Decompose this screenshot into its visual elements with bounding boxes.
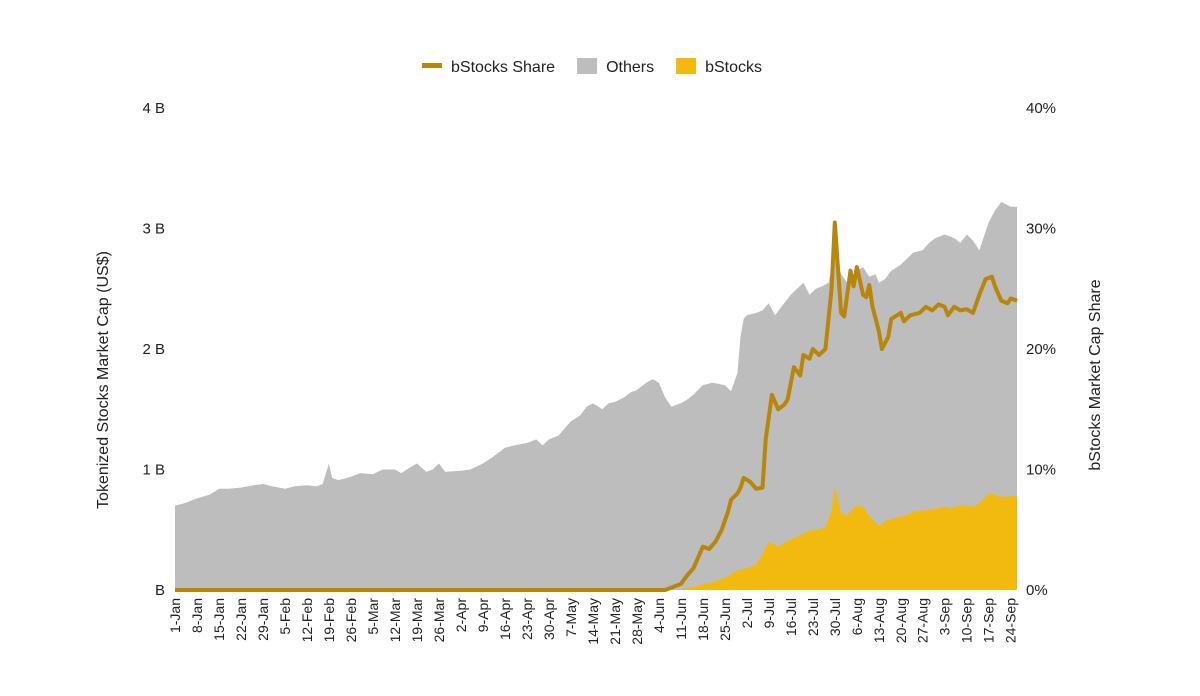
right-axis-ticks: 0% 10% 20% 30% 40% xyxy=(1026,100,1056,599)
x-tick-label: 19-Feb xyxy=(321,598,337,643)
left-tick-label: 3 B xyxy=(142,221,165,238)
x-tick-label: 20-Aug xyxy=(893,598,909,643)
x-tick-label: 12-Feb xyxy=(299,598,315,643)
x-tick-label: 26-Mar xyxy=(431,598,447,643)
right-tick-label: 30% xyxy=(1026,221,1056,238)
x-tick-label: 21-May xyxy=(607,598,623,645)
left-axis-ticks: B 1 B 2 B 3 B 4 B xyxy=(142,100,165,599)
x-tick-label: 30-Jul xyxy=(827,598,843,636)
x-tick-label: 4-Jun xyxy=(651,598,667,633)
legend-item: bStocks Share xyxy=(422,59,555,76)
x-tick-label: 8-Jan xyxy=(189,598,205,633)
right-tick-label: 20% xyxy=(1026,341,1056,358)
legend-swatch xyxy=(577,58,598,74)
x-tick-label: 19-Mar xyxy=(409,598,425,643)
x-tick-label: 18-Jun xyxy=(695,598,711,641)
left-tick-label: 4 B xyxy=(142,100,165,117)
x-tick-label: 22-Jan xyxy=(233,598,249,641)
x-tick-label: 28-May xyxy=(629,598,645,645)
x-tick-label: 11-Jun xyxy=(673,598,689,640)
x-tick-label: 25-Jun xyxy=(717,598,733,641)
others-area xyxy=(175,202,1017,590)
x-tick-label: 23-Apr xyxy=(519,598,535,640)
x-tick-label: 23-Jul xyxy=(805,598,821,636)
x-tick-label: 1-Jan xyxy=(167,598,183,633)
x-tick-label: 9-Apr xyxy=(475,598,491,633)
x-tick-label: 13-Aug xyxy=(871,598,887,643)
left-tick-label: B xyxy=(155,582,165,599)
bstocks-share-line xyxy=(175,220,1018,592)
right-axis-title: bStocks Market Cap Share xyxy=(1087,279,1104,470)
x-tick-label: 29-Jan xyxy=(255,598,271,641)
bstocks-area xyxy=(175,486,1017,590)
legend-label: bStocks xyxy=(705,59,762,76)
share-line-group xyxy=(175,220,1018,592)
x-tick-label: 5-Feb xyxy=(277,598,293,635)
x-tick-label: 7-May xyxy=(563,598,579,637)
x-tick-label: 12-Mar xyxy=(387,598,403,643)
x-tick-label: 26-Feb xyxy=(343,598,359,643)
left-tick-label: 1 B xyxy=(142,462,165,479)
legend-label: bStocks Share xyxy=(451,59,555,76)
right-tick-label: 10% xyxy=(1026,462,1056,479)
x-tick-label: 6-Aug xyxy=(849,598,865,635)
x-tick-label: 14-May xyxy=(585,598,601,645)
x-tick-label: 10-Sep xyxy=(959,598,975,643)
left-axis-title: Tokenized Stocks Market Cap (US$) xyxy=(95,251,112,509)
left-tick-label: 2 B xyxy=(142,341,165,358)
plot-areas xyxy=(175,202,1017,590)
legend-swatch xyxy=(422,63,442,68)
x-tick-label: 24-Sep xyxy=(1003,598,1019,643)
x-tick-label: 9-Jul xyxy=(761,598,777,628)
x-tick-label: 30-Apr xyxy=(541,598,557,640)
legend-item: Others xyxy=(577,58,654,76)
right-tick-label: 0% xyxy=(1026,582,1048,599)
x-tick-label: 16-Apr xyxy=(497,598,513,640)
x-tick-label: 5-Mar xyxy=(365,598,381,635)
right-tick-label: 40% xyxy=(1026,100,1056,117)
legend-swatch xyxy=(676,58,697,74)
x-tick-label: 16-Jul xyxy=(783,598,799,636)
legend: bStocks Share Others bStocks xyxy=(422,58,762,76)
x-tick-label: 17-Sep xyxy=(981,598,997,643)
x-tick-label: 3-Sep xyxy=(937,598,953,636)
x-tick-label: 2-Jul xyxy=(739,598,755,628)
x-tick-label: 2-Apr xyxy=(453,598,469,633)
x-tick-label: 27-Aug xyxy=(915,598,931,643)
legend-item: bStocks xyxy=(676,58,762,76)
x-axis-ticks: 1-Jan 8-Jan 15-Jan 22-Jan 29-Jan 5-Feb 12-Feb 1… xyxy=(167,598,1019,645)
legend-label: Others xyxy=(606,59,654,76)
x-tick-label: 15-Jan xyxy=(211,598,227,641)
